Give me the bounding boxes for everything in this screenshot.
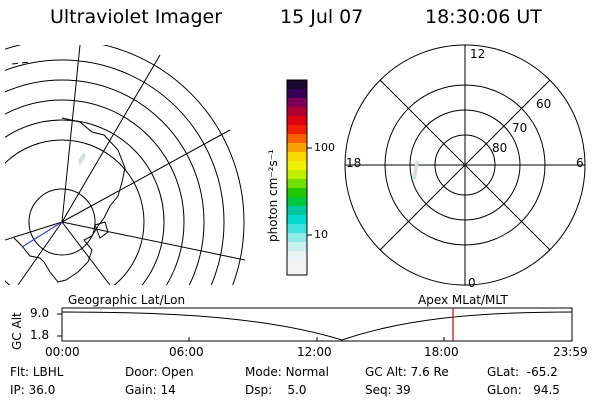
info-filter: Flt: LBHL <box>10 365 64 379</box>
colorbar-tick-100: 100 <box>314 141 335 154</box>
coastline <box>13 117 126 283</box>
colorbar-tick-10: 10 <box>314 228 328 241</box>
altitude-ylabel: GC Alt <box>10 312 24 350</box>
mlt-label-0: 0 <box>468 276 476 290</box>
time-tick-1200: 12:00 <box>297 345 332 359</box>
time-tick-1800: 18:00 <box>424 345 459 359</box>
info-ip: IP: 36.0 <box>10 383 56 397</box>
mlt-label-12: 12 <box>470 47 486 61</box>
info-dsp: Dsp: 5.0 <box>245 383 307 397</box>
geographic-panel-label: Geographic Lat/Lon <box>68 293 186 307</box>
view-direction-line <box>21 221 63 248</box>
info-gc-alt: GC Alt: 7.6 Re <box>365 365 449 379</box>
mlat-label-60: 60 <box>536 97 552 111</box>
mlat-label-70: 70 <box>512 121 528 135</box>
polar-mlat-mlt-plot <box>344 44 586 286</box>
mlat-label-80: 80 <box>492 141 508 155</box>
instrument-title: Ultraviolet Imager <box>50 6 223 28</box>
mlt-label-18: 18 <box>346 156 362 170</box>
info-gain: Gain: 14 <box>125 383 176 397</box>
info-seq: Seq: 39 <box>365 383 411 397</box>
aurora-emission-left <box>78 152 86 166</box>
time-tick-2359: 23:59 <box>553 345 588 359</box>
info-glat: GLat: -65.2 <box>487 365 558 379</box>
info-glon: GLon: 94.5 <box>487 383 560 397</box>
info-door: Door: Open <box>125 365 194 379</box>
colorbar-unit-label: photon cm⁻²s⁻¹ <box>266 149 280 242</box>
color-scale-bar <box>286 79 312 276</box>
altitude-timeline-plot <box>57 307 573 342</box>
geographic-map <box>5 45 245 285</box>
time-label: 18:30:06 UT <box>425 6 542 28</box>
apex-panel-label: Apex MLat/MLT <box>418 293 508 307</box>
altitude-ytick-high: 9.0 <box>30 306 50 320</box>
altitude-ytick-low: 1.8 <box>30 328 50 342</box>
time-tick-0600: 06:00 <box>169 345 204 359</box>
mlt-label-6: 6 <box>576 156 584 170</box>
time-tick-0000: 00:00 <box>45 345 80 359</box>
aurora-emission-right <box>412 160 419 180</box>
info-mode: Mode: Normal <box>245 365 329 379</box>
date-label: 15 Jul 07 <box>280 6 364 28</box>
